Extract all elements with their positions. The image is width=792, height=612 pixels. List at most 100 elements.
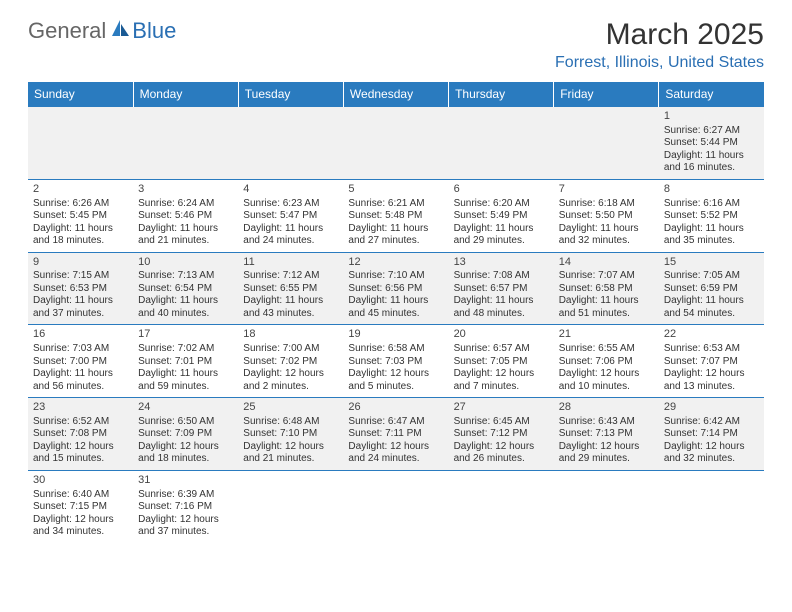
empty-cell — [238, 107, 343, 180]
calendar-cell: 30Sunrise: 6:40 AMSunset: 7:15 PMDayligh… — [28, 470, 133, 542]
day-number: 4 — [243, 183, 338, 197]
daylight-line: Daylight: 12 hours and 5 minutes. — [348, 368, 443, 393]
sunset-line: Sunset: 7:10 PM — [243, 428, 338, 441]
sunrise-line: Sunrise: 6:53 AM — [664, 343, 759, 356]
calendar-cell: 14Sunrise: 7:07 AMSunset: 6:58 PMDayligh… — [554, 252, 659, 325]
empty-cell — [28, 107, 133, 180]
calendar-cell: 26Sunrise: 6:47 AMSunset: 7:11 PMDayligh… — [343, 398, 448, 471]
day-number: 25 — [243, 401, 338, 415]
day-number: 31 — [138, 474, 233, 488]
calendar-cell: 12Sunrise: 7:10 AMSunset: 6:56 PMDayligh… — [343, 252, 448, 325]
daylight-line: Daylight: 11 hours and 37 minutes. — [33, 295, 128, 320]
sunset-line: Sunset: 5:44 PM — [664, 137, 759, 150]
calendar-cell: 4Sunrise: 6:23 AMSunset: 5:47 PMDaylight… — [238, 179, 343, 252]
page-title: March 2025 — [555, 18, 764, 52]
sunrise-line: Sunrise: 6:26 AM — [33, 198, 128, 211]
day-number: 20 — [454, 328, 549, 342]
calendar-cell: 8Sunrise: 6:16 AMSunset: 5:52 PMDaylight… — [659, 179, 764, 252]
daylight-line: Daylight: 12 hours and 24 minutes. — [348, 441, 443, 466]
sunrise-line: Sunrise: 7:05 AM — [664, 270, 759, 283]
calendar-cell: 19Sunrise: 6:58 AMSunset: 7:03 PMDayligh… — [343, 325, 448, 398]
day-number: 28 — [559, 401, 654, 415]
daylight-line: Daylight: 11 hours and 21 minutes. — [138, 223, 233, 248]
day-number: 27 — [454, 401, 549, 415]
day-number: 5 — [348, 183, 443, 197]
sunrise-line: Sunrise: 7:03 AM — [33, 343, 128, 356]
calendar-cell: 29Sunrise: 6:42 AMSunset: 7:14 PMDayligh… — [659, 398, 764, 471]
day-number: 8 — [664, 183, 759, 197]
day-number: 7 — [559, 183, 654, 197]
sunrise-line: Sunrise: 7:02 AM — [138, 343, 233, 356]
sunset-line: Sunset: 7:14 PM — [664, 428, 759, 441]
sunset-line: Sunset: 7:07 PM — [664, 356, 759, 369]
calendar-cell: 9Sunrise: 7:15 AMSunset: 6:53 PMDaylight… — [28, 252, 133, 325]
daylight-line: Daylight: 12 hours and 29 minutes. — [559, 441, 654, 466]
sunrise-line: Sunrise: 7:07 AM — [559, 270, 654, 283]
daylight-line: Daylight: 11 hours and 51 minutes. — [559, 295, 654, 320]
calendar-cell: 17Sunrise: 7:02 AMSunset: 7:01 PMDayligh… — [133, 325, 238, 398]
day-number: 29 — [664, 401, 759, 415]
logo-text-2: Blue — [132, 18, 176, 44]
calendar-cell: 13Sunrise: 7:08 AMSunset: 6:57 PMDayligh… — [449, 252, 554, 325]
daylight-line: Daylight: 11 hours and 54 minutes. — [664, 295, 759, 320]
logo: General Blue — [28, 18, 176, 44]
sunset-line: Sunset: 5:48 PM — [348, 210, 443, 223]
sunrise-line: Sunrise: 6:55 AM — [559, 343, 654, 356]
day-number: 2 — [33, 183, 128, 197]
daylight-line: Daylight: 12 hours and 21 minutes. — [243, 441, 338, 466]
sunrise-line: Sunrise: 7:00 AM — [243, 343, 338, 356]
day-number: 6 — [454, 183, 549, 197]
day-number: 17 — [138, 328, 233, 342]
calendar-cell: 7Sunrise: 6:18 AMSunset: 5:50 PMDaylight… — [554, 179, 659, 252]
day-header: Monday — [133, 82, 238, 107]
sunset-line: Sunset: 7:01 PM — [138, 356, 233, 369]
sunset-line: Sunset: 6:55 PM — [243, 283, 338, 296]
daylight-line: Daylight: 12 hours and 7 minutes. — [454, 368, 549, 393]
empty-cell — [343, 470, 448, 542]
calendar-cell: 5Sunrise: 6:21 AMSunset: 5:48 PMDaylight… — [343, 179, 448, 252]
title-block: March 2025 Forrest, Illinois, United Sta… — [555, 18, 764, 72]
day-header: Sunday — [28, 82, 133, 107]
daylight-line: Daylight: 12 hours and 18 minutes. — [138, 441, 233, 466]
sunrise-line: Sunrise: 6:16 AM — [664, 198, 759, 211]
sunset-line: Sunset: 7:13 PM — [559, 428, 654, 441]
calendar-header-row: SundayMondayTuesdayWednesdayThursdayFrid… — [28, 82, 764, 107]
day-number: 19 — [348, 328, 443, 342]
day-number: 15 — [664, 256, 759, 270]
sunrise-line: Sunrise: 6:39 AM — [138, 489, 233, 502]
calendar-table: SundayMondayTuesdayWednesdayThursdayFrid… — [28, 82, 764, 543]
sunrise-line: Sunrise: 6:48 AM — [243, 416, 338, 429]
page-subtitle: Forrest, Illinois, United States — [555, 54, 764, 72]
day-number: 1 — [664, 110, 759, 124]
sunset-line: Sunset: 6:53 PM — [33, 283, 128, 296]
calendar-body: 1Sunrise: 6:27 AMSunset: 5:44 PMDaylight… — [28, 107, 764, 543]
day-number: 26 — [348, 401, 443, 415]
daylight-line: Daylight: 12 hours and 34 minutes. — [33, 514, 128, 539]
daylight-line: Daylight: 11 hours and 59 minutes. — [138, 368, 233, 393]
calendar-cell: 6Sunrise: 6:20 AMSunset: 5:49 PMDaylight… — [449, 179, 554, 252]
calendar-cell: 21Sunrise: 6:55 AMSunset: 7:06 PMDayligh… — [554, 325, 659, 398]
daylight-line: Daylight: 12 hours and 32 minutes. — [664, 441, 759, 466]
calendar-cell: 1Sunrise: 6:27 AMSunset: 5:44 PMDaylight… — [659, 107, 764, 180]
sunrise-line: Sunrise: 6:23 AM — [243, 198, 338, 211]
daylight-line: Daylight: 12 hours and 2 minutes. — [243, 368, 338, 393]
daylight-line: Daylight: 12 hours and 37 minutes. — [138, 514, 233, 539]
daylight-line: Daylight: 11 hours and 27 minutes. — [348, 223, 443, 248]
sunset-line: Sunset: 6:58 PM — [559, 283, 654, 296]
sunrise-line: Sunrise: 6:45 AM — [454, 416, 549, 429]
day-number: 21 — [559, 328, 654, 342]
empty-cell — [449, 107, 554, 180]
calendar-cell: 15Sunrise: 7:05 AMSunset: 6:59 PMDayligh… — [659, 252, 764, 325]
sunrise-line: Sunrise: 6:21 AM — [348, 198, 443, 211]
sunrise-line: Sunrise: 6:24 AM — [138, 198, 233, 211]
sunrise-line: Sunrise: 7:08 AM — [454, 270, 549, 283]
sunrise-line: Sunrise: 7:10 AM — [348, 270, 443, 283]
sunset-line: Sunset: 5:50 PM — [559, 210, 654, 223]
day-header: Friday — [554, 82, 659, 107]
sunrise-line: Sunrise: 6:57 AM — [454, 343, 549, 356]
day-number: 10 — [138, 256, 233, 270]
daylight-line: Daylight: 12 hours and 15 minutes. — [33, 441, 128, 466]
empty-cell — [554, 107, 659, 180]
day-number: 14 — [559, 256, 654, 270]
day-header: Thursday — [449, 82, 554, 107]
